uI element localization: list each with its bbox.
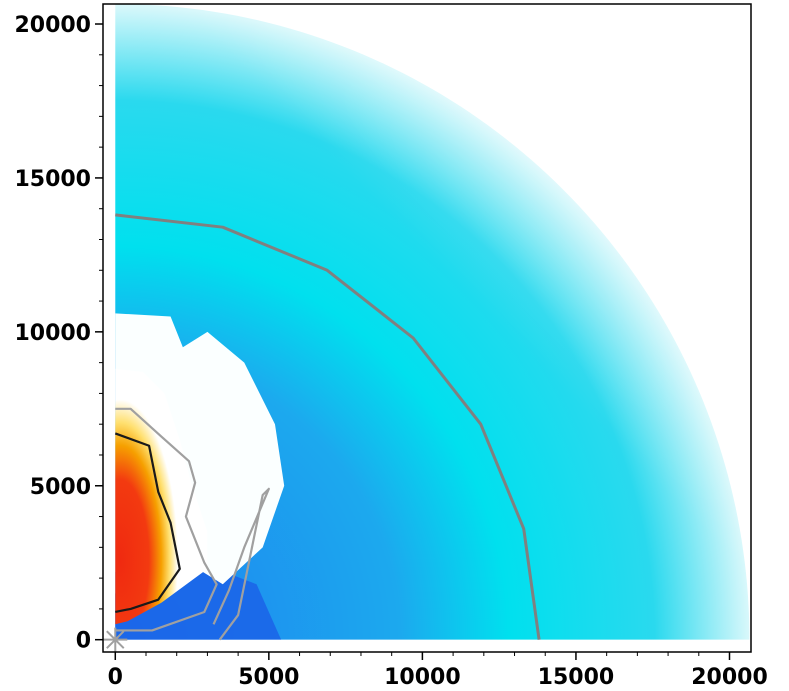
x-tick-label: 15000 <box>538 665 615 690</box>
contour-line-1 <box>114 432 181 614</box>
x-tick-label: 5000 <box>238 665 299 690</box>
origin-marker <box>103 627 128 652</box>
x-tick-label: 20000 <box>691 665 768 690</box>
field-hot-core <box>115 368 208 625</box>
y-tick-label: 20000 <box>14 13 91 38</box>
contour-line-3 <box>212 487 270 641</box>
y-tick-label: 15000 <box>14 167 91 192</box>
y-tick-label: 10000 <box>14 321 91 346</box>
contour-lines <box>114 213 541 641</box>
x-tick-label: 0 <box>108 665 123 690</box>
contour-line-0 <box>115 213 541 640</box>
contour-line-2 <box>115 407 218 632</box>
y-tick-label: 0 <box>76 629 91 654</box>
y-axis: 0 5000 10000 15000 20000 <box>14 13 103 654</box>
x-axis: 0 5000 10000 15000 20000 <box>108 652 768 690</box>
plot-frame <box>102 3 752 653</box>
x-tick-label: 10000 <box>384 665 461 690</box>
y-tick-label: 5000 <box>30 475 91 500</box>
